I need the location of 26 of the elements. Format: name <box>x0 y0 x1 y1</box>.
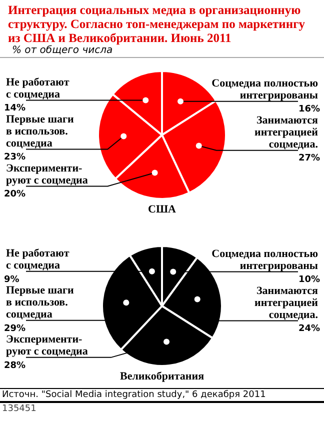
slice-label: Соцмедиа полностью интегрированы <box>212 77 318 102</box>
slice-label: Не работают с соцмедиа <box>6 247 70 272</box>
data-label: 29% <box>4 324 26 334</box>
data-label: 9% <box>4 274 20 285</box>
data-label: 16% <box>298 104 320 115</box>
slice-label: Первые шаги в использов. соцмедиа <box>6 113 74 150</box>
data-label: 14% <box>4 104 26 114</box>
text: Источн. "Social Media integration study," 6 декабря 2011 <box>0 388 324 401</box>
text: США <box>148 203 176 216</box>
chart-title: Интеграция социальных медиа в организационную структуру. Согласно топ-менеджерам по маркетингу из США и Великобритании. Июнь 2011 <box>7 2 306 45</box>
slice-label: Первые шаги в использов. соцмедиа <box>6 284 74 320</box>
text: Великобритания <box>120 370 204 382</box>
data-label: 20% <box>4 190 26 200</box>
text: 135451 <box>0 401 324 415</box>
data-label: 27% <box>298 154 320 164</box>
slice-label: Эксперименти- руют с соцмедиа <box>6 162 88 186</box>
data-label: 24% <box>298 324 320 334</box>
slice-label: Занимаются интеграцией соцмедиа. <box>254 284 319 321</box>
slice-label: Не работают с соцмедиа <box>6 76 70 100</box>
slice-label: Эксперименти- руют с соцмедиа <box>6 333 88 358</box>
data-label: 28% <box>4 360 26 371</box>
chart-subtitle: % от общего числа <box>0 45 324 58</box>
slice-label: Занимаются интеграцией соцмедиа. <box>254 114 319 150</box>
slice-label: Соцмедиа полностью интегрированы <box>212 248 318 272</box>
data-label: 10% <box>298 275 320 286</box>
data-label: 23% <box>4 152 26 163</box>
